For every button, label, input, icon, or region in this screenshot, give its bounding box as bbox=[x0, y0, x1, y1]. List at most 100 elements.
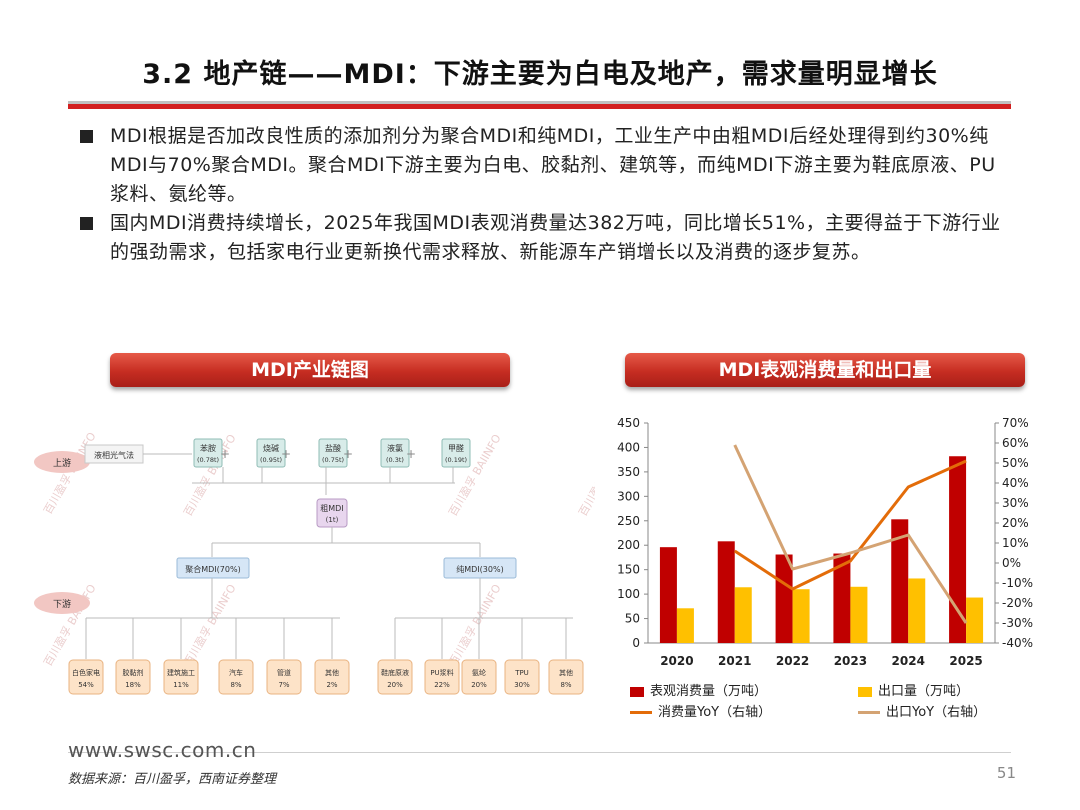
y-tick-label: 450 bbox=[617, 416, 640, 430]
downstream-use-name: TPU bbox=[514, 669, 529, 677]
bar-export bbox=[966, 597, 984, 643]
pure-mdi-label: 纯MDI(30%) bbox=[456, 564, 503, 574]
legend-item: 消费量YoY（右轴） bbox=[630, 701, 771, 720]
raw-material-box bbox=[256, 438, 286, 468]
data-source: 数据来源：百川盈孚，西南证券整理 bbox=[68, 772, 277, 787]
website-link[interactable]: www.swsc.com.cn bbox=[68, 738, 257, 762]
legend-label: 出口量（万吨） bbox=[878, 684, 970, 699]
consumption-export-chart: 0 50 100 150 200 250 300 350 400 450 -40% -30% -20% -… bbox=[600, 405, 1060, 735]
y-tick-label: 350 bbox=[617, 465, 640, 479]
downstream-use-box bbox=[461, 659, 497, 695]
downstream-use-pct: 7% bbox=[278, 681, 289, 689]
downstream-use-name: 白色家电 bbox=[72, 668, 100, 677]
y2-tick-label: -20% bbox=[1002, 596, 1033, 610]
upstream-badge bbox=[34, 451, 90, 473]
bar-export bbox=[792, 589, 810, 643]
downstream-use-box bbox=[115, 659, 151, 695]
bar-consumption bbox=[775, 554, 793, 643]
raw-material-name: 烧碱 bbox=[263, 443, 279, 453]
footer-divider bbox=[68, 752, 1011, 753]
downstream-use-name: 鞋底原液 bbox=[381, 668, 409, 677]
downstream-use-name: 氨纶 bbox=[472, 668, 486, 677]
polymeric-mdi-label: 聚合MDI(70%) bbox=[185, 564, 240, 574]
svg-text:+: + bbox=[220, 447, 230, 461]
raw-material-amount: (0.95t) bbox=[260, 456, 282, 464]
y2-tick-label: -30% bbox=[1002, 616, 1033, 630]
y-tick-label: 400 bbox=[617, 440, 640, 454]
downstream-use-box bbox=[314, 659, 350, 695]
raw-material-name: 液氯 bbox=[387, 443, 403, 453]
downstream-use-name: 汽车 bbox=[229, 668, 243, 677]
title-divider bbox=[68, 101, 1011, 109]
downstream-use-box bbox=[548, 659, 584, 695]
left-panel-title: MDI产业链图 bbox=[110, 353, 510, 387]
raw-material-name: 盐酸 bbox=[325, 443, 341, 453]
y2-tick-label: 30% bbox=[1002, 496, 1029, 510]
watermark: 百川盈孚 BAIINFO bbox=[181, 582, 239, 669]
chart-legend: 表观消费量（万吨） 出口量（万吨） 消费量YoY（右轴） 出口YoY（右轴） bbox=[630, 680, 1030, 720]
watermark: 百川盈孚 BAIINFO bbox=[576, 432, 595, 519]
raw-material-box bbox=[318, 438, 348, 468]
legend-label: 出口YoY（右轴） bbox=[886, 705, 987, 720]
x-tick-label: 2021 bbox=[718, 654, 751, 668]
downstream-use-box bbox=[218, 659, 254, 695]
legend-swatch bbox=[858, 686, 872, 697]
downstream-use-name: PU浆料 bbox=[430, 668, 453, 677]
raw-material-name: 甲醛 bbox=[448, 443, 464, 453]
line-consumption-yoy bbox=[733, 459, 967, 591]
legend-item: 表观消费量（万吨） bbox=[630, 680, 767, 699]
downstream-use-box bbox=[163, 659, 199, 695]
downstream-use-box bbox=[266, 659, 302, 695]
svg-text:+: + bbox=[406, 447, 416, 461]
y2-tick-label: -10% bbox=[1002, 576, 1033, 590]
y-tick-label: 300 bbox=[617, 489, 640, 503]
y2-tick-label: 70% bbox=[1002, 416, 1029, 430]
raw-material-amount: (0.78t) bbox=[197, 456, 219, 464]
bar-export bbox=[676, 608, 694, 643]
downstream-use-name: 其他 bbox=[559, 668, 573, 677]
downstream-use-pct: 8% bbox=[230, 681, 241, 689]
y-tick-label: 200 bbox=[617, 538, 640, 552]
bullet-text: MDI根据是否加改良性质的添加剂分为聚合MDI和纯MDI，工业生产中由粗MDI后… bbox=[110, 125, 996, 205]
downstream-use-name: 胶黏剂 bbox=[123, 668, 144, 677]
legend-label: 消费量YoY（右轴） bbox=[658, 705, 772, 720]
downstream-use-box bbox=[424, 659, 460, 695]
x-tick-label: 2023 bbox=[834, 654, 867, 668]
bar-export bbox=[734, 587, 752, 643]
line-export-yoy bbox=[733, 444, 968, 624]
bar-export bbox=[850, 586, 868, 643]
x-tick-label: 2020 bbox=[660, 654, 693, 668]
chart-svg: 0 50 100 150 200 250 300 350 400 450 -40% -30% -20% -… bbox=[617, 416, 1033, 668]
legend-swatch bbox=[630, 686, 644, 697]
downstream-use-box bbox=[504, 659, 540, 695]
raw-material-box bbox=[193, 438, 223, 468]
bar-consumption bbox=[717, 541, 735, 643]
svg-text:+: + bbox=[343, 447, 353, 461]
downstream-use-pct: 18% bbox=[125, 681, 141, 689]
downstream-use-name: 管道 bbox=[277, 668, 291, 677]
raw-material-amount: (0.75t) bbox=[322, 456, 344, 464]
bullet-list: MDI根据是否加改良性质的添加剂分为聚合MDI和纯MDI，工业生产中由粗MDI后… bbox=[78, 122, 1013, 267]
legend-label: 表观消费量（万吨） bbox=[650, 684, 768, 699]
svg-text:+: + bbox=[281, 447, 291, 461]
bar-consumption bbox=[659, 547, 677, 643]
y2-tick-label: 0% bbox=[1002, 556, 1021, 570]
x-tick-label: 2022 bbox=[776, 654, 809, 668]
bar-consumption bbox=[891, 519, 909, 643]
y-tick-label: 100 bbox=[617, 587, 640, 601]
downstream-use-name: 其他 bbox=[325, 668, 339, 677]
raw-material-amount: (0.19t) bbox=[445, 456, 467, 464]
crude-mdi-amount: (1t) bbox=[326, 516, 339, 524]
y2-tick-label: 50% bbox=[1002, 456, 1029, 470]
flow-svg: 百川盈孚 BAIINFO 百川盈孚 BAIINFO 百川盈孚 BAIINFO 百… bbox=[34, 430, 634, 695]
y2-tick-label: 60% bbox=[1002, 436, 1029, 450]
downstream-badge bbox=[34, 592, 90, 614]
watermark: 百川盈孚 BAIINFO bbox=[446, 582, 504, 669]
page-number: 51 bbox=[996, 764, 1016, 782]
upstream-label: 上游 bbox=[53, 457, 71, 469]
x-tick-label: 2025 bbox=[949, 654, 982, 668]
downstream-use-name: 建筑施工 bbox=[167, 668, 195, 677]
legend-item: 出口量（万吨） bbox=[858, 680, 969, 699]
downstream-use-pct: 22% bbox=[434, 681, 450, 689]
bullet-square-icon bbox=[80, 217, 93, 230]
